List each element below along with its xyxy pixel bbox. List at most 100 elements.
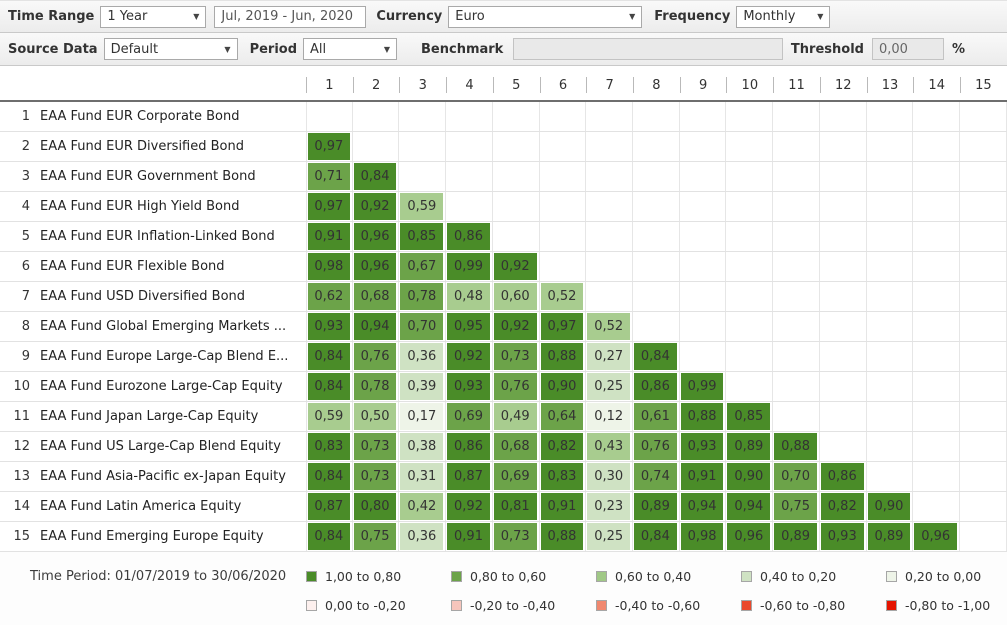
time-range-select[interactable]: 1 Year ▼ [100, 5, 207, 28]
matrix-cell [680, 222, 727, 251]
period-label: Period [249, 41, 298, 57]
matrix-cell: 0,82 [540, 432, 587, 461]
correlation-value: 0,91 [680, 463, 724, 490]
row-number: 8 [21, 319, 30, 334]
matrix-cell: 0,42 [399, 492, 447, 521]
matrix-cell [867, 462, 914, 491]
matrix-cell [960, 282, 1007, 311]
fund-name: EAA Fund Japan Large-Cap Equity [40, 409, 259, 424]
matrix-cell: 0,73 [493, 522, 540, 551]
matrix-cell [913, 192, 961, 221]
matrix-header-spacer [0, 70, 306, 100]
matrix-cell: 0,78 [399, 282, 447, 311]
matrix-cell: 0,97 [306, 132, 353, 161]
currency-select[interactable]: Euro ▼ [448, 5, 643, 28]
matrix-cell [680, 162, 727, 191]
correlation-value: 0,85 [727, 403, 771, 430]
correlation-value: 0,92 [353, 193, 397, 220]
correlation-value: 0,59 [308, 403, 350, 430]
matrix-cell: 0,67 [399, 252, 447, 281]
matrix-cell: 0,90 [540, 372, 587, 401]
correlation-value: 0,89 [774, 523, 817, 550]
source-data-select[interactable]: Default ▼ [103, 38, 238, 60]
correlation-value: 0,75 [353, 523, 397, 550]
matrix-cell: 0,93 [820, 522, 867, 551]
legend-swatch [451, 600, 462, 611]
matrix-cell: 0,95 [446, 312, 493, 341]
matrix-cell: 0,94 [680, 492, 727, 521]
matrix-cell: 0,99 [446, 252, 493, 281]
time-period-text: Time Period: 01/07/2019 to 30/06/2020 [30, 569, 287, 584]
threshold-input[interactable] [871, 38, 944, 60]
benchmark-input[interactable] [513, 38, 784, 60]
correlation-value: 0,92 [447, 493, 490, 520]
chevron-down-icon: ▼ [817, 12, 824, 21]
matrix-cell [493, 132, 540, 161]
correlation-value: 0,73 [493, 343, 537, 370]
legend-swatch [596, 600, 607, 611]
correlation-value: 0,36 [400, 523, 444, 550]
frequency-select[interactable]: Monthly ▼ [736, 5, 831, 28]
correlation-value: 0,91 [447, 523, 490, 550]
matrix-cell [773, 342, 820, 371]
row-number: 15 [13, 529, 30, 544]
matrix-cell [680, 102, 727, 131]
matrix-cell: 0,83 [540, 462, 587, 491]
matrix-cell [680, 192, 727, 221]
date-range-input[interactable] [214, 5, 367, 28]
matrix-row: 2 EAA Fund EUR Diversified Bond 0,97 [0, 132, 1007, 162]
matrix-cell [913, 252, 961, 281]
matrix-body: 1 EAA Fund EUR Corporate Bond 2 EAA Fund EU… [0, 102, 1007, 552]
matrix-cell: 0,92 [493, 252, 540, 281]
correlation-value: 0,69 [447, 403, 490, 430]
matrix-cell: 0,97 [306, 192, 353, 221]
matrix-cell [913, 312, 961, 341]
matrix-cell [773, 402, 820, 431]
matrix-cell: 0,69 [493, 462, 540, 491]
matrix-cell [446, 162, 493, 191]
matrix-cell [820, 102, 867, 131]
row-number: 1 [21, 109, 30, 124]
row-number: 5 [21, 229, 30, 244]
matrix-cell: 0,52 [540, 282, 587, 311]
frequency-label: Frequency [654, 9, 731, 24]
matrix-cell [726, 132, 774, 161]
legend-label: 0,40 to 0,20 [760, 569, 837, 584]
matrix-cell: 0,98 [306, 252, 353, 281]
matrix-cell: 0,91 [446, 522, 493, 551]
toolbar-primary: Time Range 1 Year ▼ Currency Euro ▼ Freq… [0, 0, 1007, 33]
legend-item: 0,00 to -0,20 [306, 598, 451, 613]
period-select[interactable]: All ▼ [303, 38, 398, 60]
column-header: 12 [819, 70, 867, 100]
matrix-cell [726, 222, 774, 251]
correlation-value: 0,70 [400, 313, 444, 340]
matrix-cell [493, 192, 540, 221]
legend-label: 0,20 to 0,00 [905, 569, 982, 584]
matrix-cell: 0,94 [726, 492, 774, 521]
correlation-value: 0,88 [680, 403, 724, 430]
legend-swatch [306, 571, 317, 582]
matrix-cell: 0,25 [586, 522, 634, 551]
matrix-cell [540, 252, 587, 281]
matrix-cell [726, 312, 774, 341]
matrix-cell [867, 312, 914, 341]
correlation-value: 0,97 [540, 313, 584, 340]
legend-item: 0,20 to 0,00 [886, 569, 1007, 584]
matrix-cell [633, 192, 680, 221]
matrix-cell: 0,86 [446, 222, 493, 251]
matrix-cell [726, 282, 774, 311]
matrix-cell [867, 252, 914, 281]
legend-label: 0,80 to 0,60 [470, 569, 547, 584]
footer: Time Period: 01/07/2019 to 30/06/2020 1,… [0, 552, 1007, 625]
matrix-cell [913, 492, 961, 521]
matrix-cell: 0,61 [633, 402, 680, 431]
time-range-label: Time Range [8, 9, 95, 24]
matrix-cell: 0,92 [493, 312, 540, 341]
correlation-value: 0,83 [308, 433, 350, 460]
correlation-value: 0,49 [493, 403, 537, 430]
matrix-row: 13 EAA Fund Asia-Pacific ex-Japan Equity 0… [0, 462, 1007, 492]
matrix-cell: 0,85 [399, 222, 447, 251]
matrix-cell [493, 162, 540, 191]
legend-item: 0,40 to 0,20 [741, 569, 886, 584]
